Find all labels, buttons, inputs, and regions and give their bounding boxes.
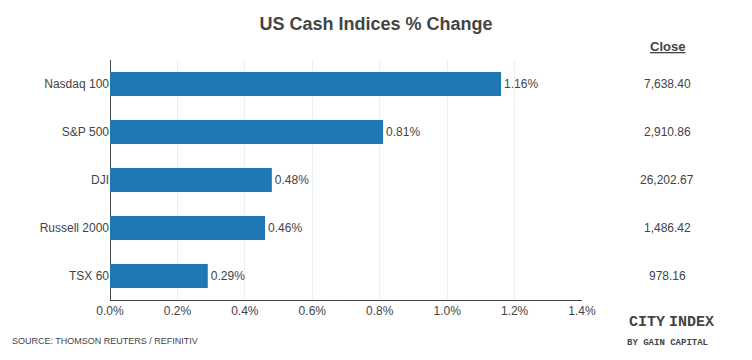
svg-text:Nasdaq 100: Nasdaq 100 (44, 77, 109, 91)
svg-text:1.2%: 1.2% (501, 304, 529, 318)
svg-text:1,486.42: 1,486.42 (644, 221, 691, 235)
svg-text:DJI: DJI (91, 173, 109, 187)
svg-text:0.48%: 0.48% (275, 173, 309, 187)
svg-text:INDEX: INDEX (669, 314, 714, 331)
svg-text:TSX 60: TSX 60 (69, 269, 109, 283)
svg-text:26,202.67: 26,202.67 (640, 173, 694, 187)
svg-text:7,638.40: 7,638.40 (644, 77, 691, 91)
svg-text:1.16%: 1.16% (504, 77, 538, 91)
svg-text:0.6%: 0.6% (299, 304, 327, 318)
svg-text:0.0%: 0.0% (96, 304, 124, 318)
svg-text:US Cash Indices % Change: US Cash Indices % Change (259, 14, 492, 34)
svg-text:BY GAIN CAPITAL: BY GAIN CAPITAL (627, 338, 708, 348)
svg-text:0.2%: 0.2% (164, 304, 192, 318)
svg-text:SOURCE: THOMSON REUTERS / REFI: SOURCE: THOMSON REUTERS / REFINITIV (12, 336, 198, 346)
svg-text:1.4%: 1.4% (568, 304, 596, 318)
svg-text:2,910.86: 2,910.86 (644, 125, 691, 139)
svg-text:0.81%: 0.81% (386, 125, 420, 139)
svg-text:Close: Close (650, 39, 685, 54)
svg-text:978.16: 978.16 (649, 269, 686, 283)
svg-text:0.46%: 0.46% (268, 221, 302, 235)
svg-text:CITY: CITY (629, 314, 665, 331)
svg-text:S&P 500: S&P 500 (62, 125, 109, 139)
svg-text:0.4%: 0.4% (231, 304, 259, 318)
svg-text:0.8%: 0.8% (366, 304, 394, 318)
svg-text:Russell 2000: Russell 2000 (40, 221, 110, 235)
svg-text:0.29%: 0.29% (211, 269, 245, 283)
svg-text:1.0%: 1.0% (433, 304, 461, 318)
